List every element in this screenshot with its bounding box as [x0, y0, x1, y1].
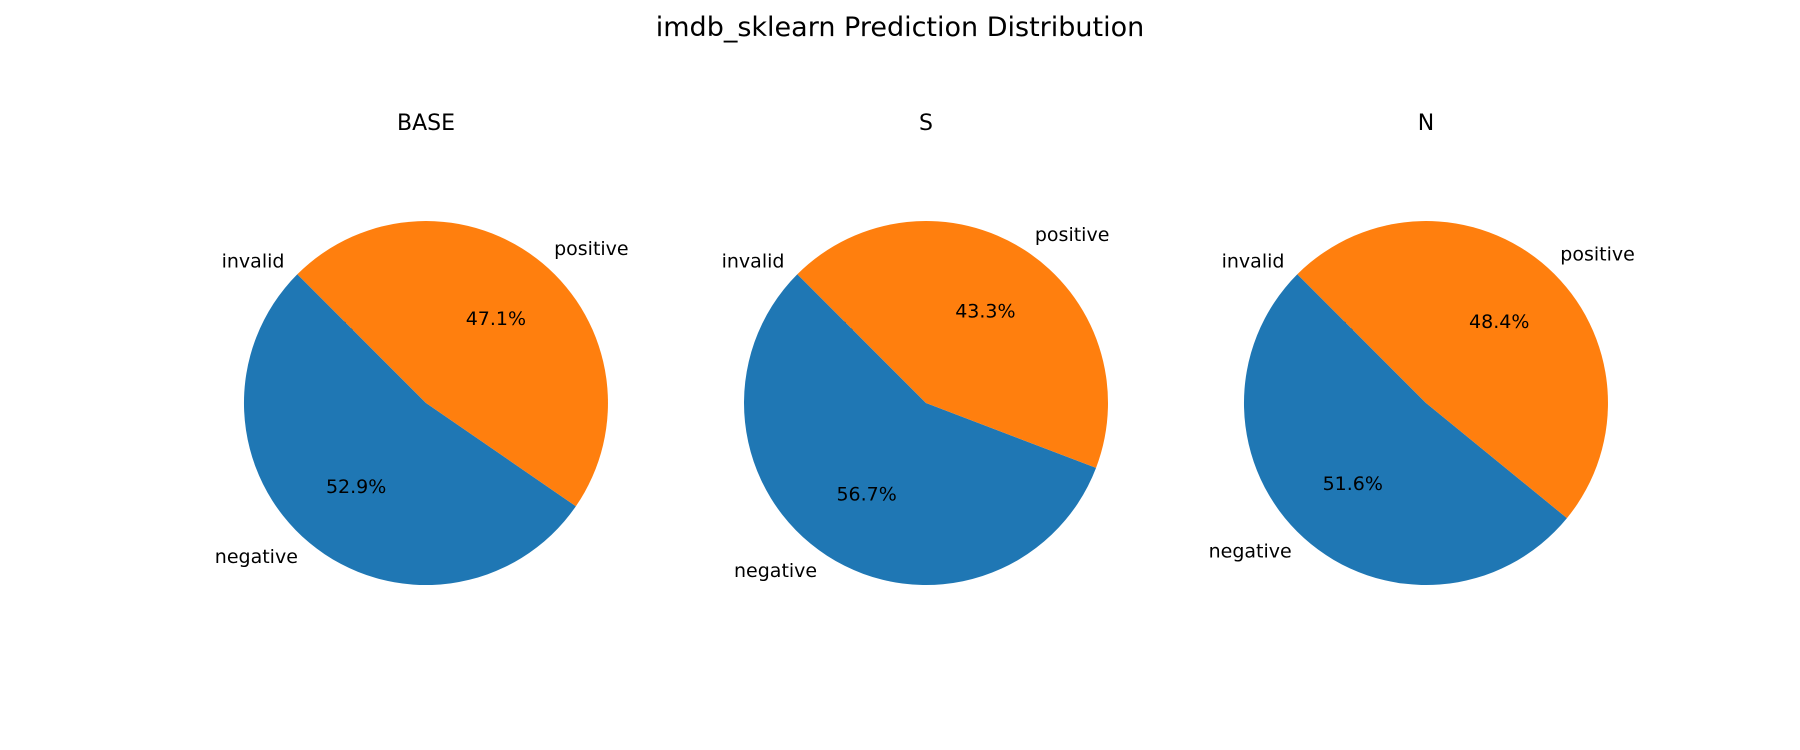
slice-label-negative: negative [215, 546, 298, 568]
pie-title: BASE [397, 111, 455, 136]
slice-label-invalid: invalid [1222, 250, 1285, 272]
slice-label-invalid: invalid [722, 250, 785, 272]
pie-title: N [1418, 111, 1434, 136]
slice-percent-negative: 51.6% [1323, 473, 1383, 495]
pie-charts: BASEinvalid0.0%negative52.9%positive47.1… [215, 111, 1635, 585]
slice-label-negative: negative [734, 560, 817, 582]
slice-percent-positive: 48.4% [1469, 311, 1529, 333]
slice-percent-positive: 43.3% [955, 300, 1015, 322]
slice-label-invalid: invalid [222, 250, 285, 272]
pie-title: S [919, 111, 933, 136]
slice-label-positive: positive [554, 238, 629, 260]
slice-label-positive: positive [1560, 244, 1635, 266]
slice-percent-negative: 52.9% [326, 476, 386, 498]
slice-percent-negative: 56.7% [836, 484, 896, 506]
slice-percent-positive: 47.1% [466, 308, 526, 330]
pie-chart-base: BASEinvalid0.0%negative52.9%positive47.1… [215, 111, 629, 585]
figure-title: imdb_sklearn Prediction Distribution [656, 12, 1145, 43]
slice-label-positive: positive [1035, 224, 1110, 246]
slice-label-negative: negative [1209, 541, 1292, 563]
